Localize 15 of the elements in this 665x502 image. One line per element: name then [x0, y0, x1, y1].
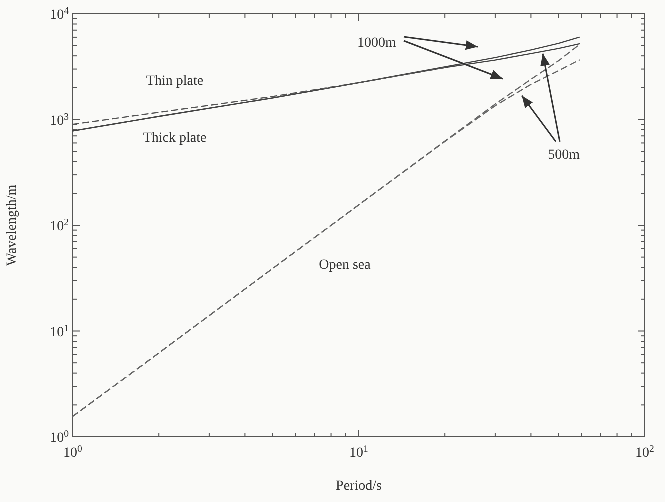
x-tick-label: 10$^{1}$ [350, 444, 369, 461]
x-axis-title: Period/s [336, 479, 382, 494]
annotation: Open sea [319, 258, 372, 273]
y-axis-title: Wavelength/m [5, 184, 20, 266]
y-tick-label: 10$^{0}$ [50, 428, 70, 446]
y-tick-label: 10$^{3}$ [50, 111, 70, 129]
x-tick-label: 10$^{0}$ [64, 444, 83, 461]
annotation: Thin plate [146, 74, 204, 89]
x-tick-label: 10$^{2}$ [636, 444, 655, 461]
annotation: Thick plate [143, 131, 207, 146]
y-tick-label: 10$^{2}$ [50, 217, 70, 234]
y-tick-label: 10$^{1}$ [50, 322, 70, 340]
annotation: 500m [548, 148, 580, 163]
annotation: 1000m [358, 36, 397, 51]
y-tick-label: 10$^{4}$ [50, 6, 70, 23]
